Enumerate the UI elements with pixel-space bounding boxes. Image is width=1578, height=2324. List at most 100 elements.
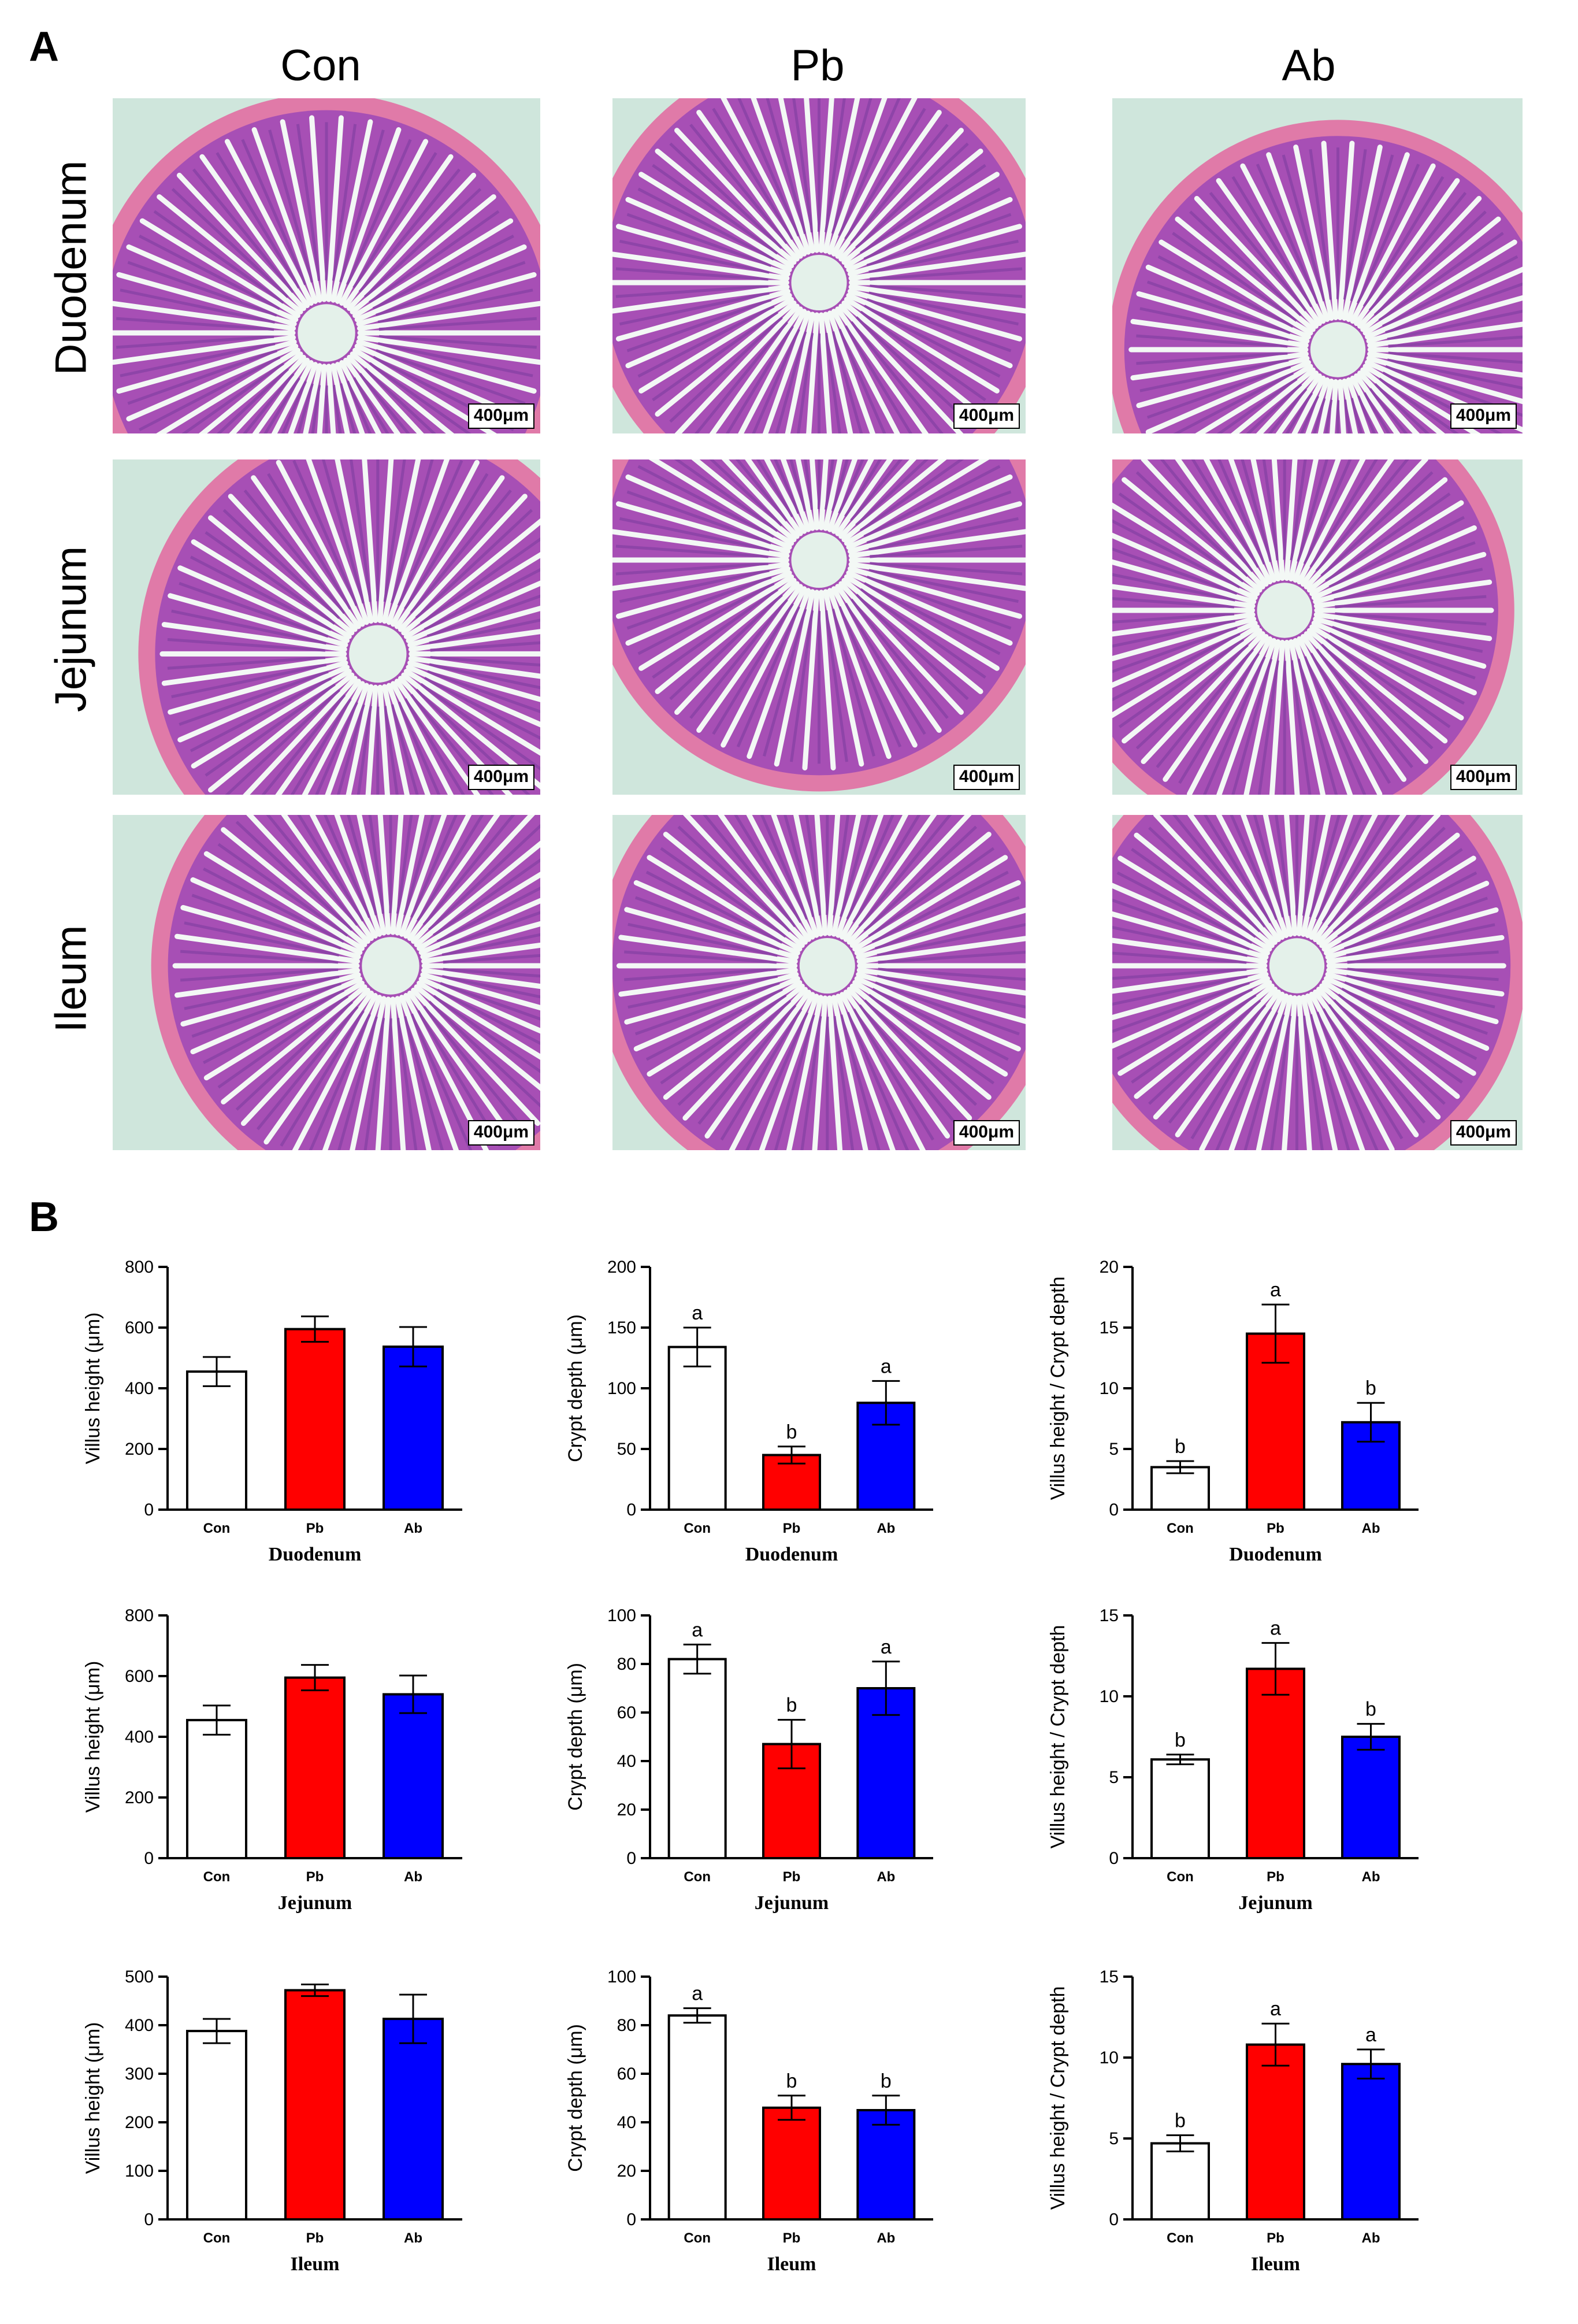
bar-pb: [284, 1676, 346, 1859]
y-tick-label: 600: [125, 1318, 154, 1337]
micrograph-ileum-con: 400μm: [113, 815, 540, 1150]
category-label: Pb: [306, 1521, 324, 1536]
y-tick-label: 0: [1109, 2210, 1119, 2229]
category-label: Con: [203, 1521, 231, 1536]
significance-letter: b: [1365, 1377, 1376, 1399]
y-tick-label: 100: [607, 1606, 636, 1625]
row-title-duodenum: Duodenum: [46, 160, 96, 376]
y-axis-label: Villus height (μm): [82, 1661, 104, 1813]
bar-con: [1150, 1466, 1210, 1511]
category-label: Pb: [1267, 2230, 1284, 2246]
y-tick-label: 0: [144, 1500, 154, 1519]
significance-letter: b: [881, 2070, 892, 2092]
y-tick-label: 40: [617, 2113, 636, 2132]
category-label: Con: [684, 1869, 711, 1885]
significance-letter: b: [1175, 1729, 1186, 1751]
x-axis-title: Duodenum: [1229, 1544, 1322, 1565]
x-axis-title: Duodenum: [269, 1544, 362, 1565]
x-axis-title: Ileum: [291, 2253, 340, 2275]
y-tick-label: 40: [617, 1752, 636, 1771]
scale-bar-label: 400μm: [1450, 765, 1517, 790]
y-tick-label: 100: [607, 1967, 636, 1986]
category-label: Ab: [877, 2230, 895, 2246]
category-label: Ab: [1362, 1521, 1380, 1536]
category-label: Ab: [1362, 2230, 1380, 2246]
bar-con: [667, 1658, 727, 1859]
category-label: Con: [203, 2230, 231, 2246]
y-tick-label: 200: [125, 2113, 154, 2132]
scale-bar-label: 400μm: [953, 765, 1020, 790]
chart-ileum-villus-height: 0 100 200 300 400 500 Con Pb Ab Ileum Villus heigh…: [69, 1954, 480, 2289]
micrograph-duodenum-con: 400μm: [113, 98, 540, 433]
bar-con: [1150, 1758, 1210, 1860]
y-tick-label: 20: [617, 1800, 636, 1819]
chart-duodenum-ratio: 0 5 10 15 20 b Con a Pb b Ab Duodenum Villus height …: [1034, 1244, 1436, 1579]
y-tick-label: 600: [125, 1667, 154, 1686]
y-tick-label: 80: [617, 2016, 636, 2035]
y-axis-label: Villus height / Crypt depth: [1047, 1986, 1069, 2210]
y-tick-label: 60: [617, 1703, 636, 1722]
y-tick-label: 0: [626, 1849, 636, 1868]
y-tick-label: 0: [1109, 1500, 1119, 1519]
y-tick-label: 10: [1100, 1687, 1119, 1706]
y-tick-label: 5: [1109, 1440, 1119, 1459]
y-tick-label: 60: [617, 2064, 636, 2084]
category-label: Con: [1167, 2230, 1194, 2246]
y-tick-label: 300: [125, 2064, 154, 2084]
category-label: Con: [684, 1521, 711, 1536]
y-tick-label: 0: [144, 1849, 154, 1868]
column-title-pb: Pb: [790, 41, 845, 90]
y-tick-label: 100: [607, 1379, 636, 1398]
scale-bar-label: 400μm: [1450, 403, 1517, 429]
chart-ileum-crypt-depth: 0 20 40 60 80 100 a Con b Pb b Ab Ileum Crypt depth (…: [552, 1954, 950, 2289]
category-label: Ab: [404, 1521, 422, 1536]
column-title-ab: Ab: [1282, 41, 1336, 90]
y-tick-label: 500: [125, 1967, 154, 1986]
scale-bar-label: 400μm: [467, 1120, 534, 1146]
significance-letter: b: [1175, 1436, 1186, 1458]
category-label: Ab: [404, 2230, 422, 2246]
category-label: Con: [203, 1869, 231, 1885]
category-label: Pb: [783, 2230, 801, 2246]
column-title-con: Con: [280, 41, 361, 90]
x-axis-title: Jejunum: [1238, 1892, 1312, 1914]
bar-ab: [383, 1693, 444, 1859]
y-tick-label: 50: [617, 1440, 636, 1459]
y-tick-label: 5: [1109, 2129, 1119, 2148]
category-label: Pb: [783, 1521, 801, 1536]
y-tick-label: 800: [125, 1606, 154, 1625]
bar-pb: [1246, 2043, 1305, 2221]
chart-duodenum-crypt-depth: 0 50 100 150 200 a Con b Pb a Ab Duodenum Crypt dept…: [552, 1244, 950, 1579]
category-label: Pb: [783, 1869, 801, 1885]
category-label: Ab: [877, 1869, 895, 1885]
y-tick-label: 20: [617, 2162, 636, 2181]
x-axis-title: Ileum: [767, 2253, 816, 2275]
y-tick-label: 100: [125, 2162, 154, 2181]
y-axis-label: Crypt depth (μm): [565, 2024, 586, 2172]
category-label: Ab: [1362, 1869, 1380, 1885]
bar-pb: [1246, 1667, 1305, 1859]
bar-ab: [383, 2018, 444, 2221]
y-axis-label: Villus height / Crypt depth: [1047, 1277, 1069, 1500]
bar-con: [186, 2030, 247, 2221]
y-axis-label: Crypt depth (μm): [565, 1663, 586, 1811]
significance-letter: b: [786, 2070, 797, 2092]
scale-bar-label: 400μm: [467, 403, 534, 429]
y-tick-label: 15: [1100, 1967, 1119, 1986]
bar-ab: [856, 2109, 916, 2221]
x-axis-title: Ileum: [1251, 2253, 1300, 2275]
panel-b-label: B: [29, 1194, 59, 1240]
y-tick-label: 15: [1100, 1606, 1119, 1625]
category-label: Ab: [404, 1869, 422, 1885]
significance-letter: b: [1175, 2110, 1186, 2132]
category-label: Con: [684, 2230, 711, 2246]
y-tick-label: 5: [1109, 1768, 1119, 1787]
y-tick-label: 10: [1100, 1379, 1119, 1398]
significance-letter: b: [786, 1695, 797, 1717]
scale-bar-label: 400μm: [953, 403, 1020, 429]
bar-pb: [284, 1328, 346, 1511]
significance-letter: a: [692, 1983, 703, 2005]
x-axis-title: Jejunum: [755, 1892, 829, 1914]
y-tick-label: 200: [125, 1440, 154, 1459]
y-axis-label: Villus height (μm): [82, 1313, 104, 1465]
